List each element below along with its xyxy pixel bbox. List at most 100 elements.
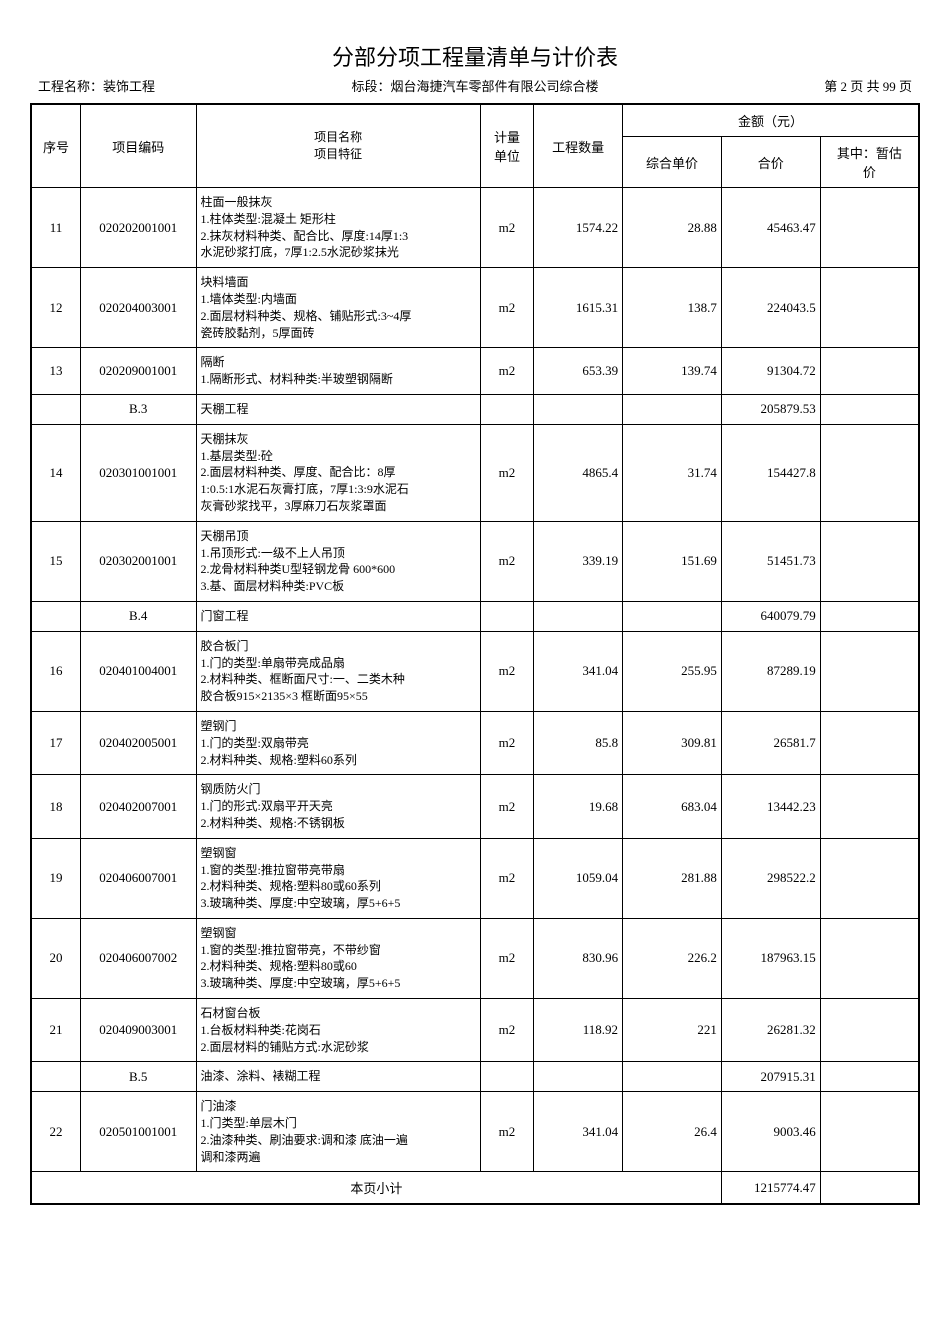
table-section-row: B.5油漆、涂料、裱糊工程 207915.31 (31, 1062, 919, 1092)
table-row: 18020402007001钢质防火门1.门的形式:双扇平开天亮2.材料种类、规… (31, 775, 919, 838)
cell-name: 胶合板门1.门的类型:单扇带亮成品扇2.材料种类、框断面尺寸:一、二类木种胶合板… (196, 631, 480, 711)
cell-qty: 85.8 (534, 711, 623, 774)
cell-code: 020301001001 (80, 424, 196, 521)
cell-unit (480, 601, 533, 631)
cell-unit (480, 394, 533, 424)
cell-name: 门窗工程 (196, 601, 480, 631)
cell-qty: 341.04 (534, 1092, 623, 1172)
cell-qty (534, 394, 623, 424)
table-row: 11020202001001柱面一般抹灰1.柱体类型:混凝土 矩形柱2.抹灰材料… (31, 188, 919, 268)
table-row: 15020302001001天棚吊顶1.吊顶形式:一级不上人吊顶2.龙骨材料种类… (31, 521, 919, 601)
cell-name: 塑钢窗1.窗的类型:推拉窗带亮带扇2.材料种类、规格:塑料80或60系列3.玻璃… (196, 838, 480, 918)
cell-unit (480, 1062, 533, 1092)
subtotal-est (820, 1172, 919, 1205)
cell-unit: m2 (480, 1092, 533, 1172)
cell-seq: 22 (31, 1092, 80, 1172)
cell-code: 020501001001 (80, 1092, 196, 1172)
cell-unit: m2 (480, 188, 533, 268)
cell-seq: 21 (31, 999, 80, 1062)
cell-name: 块料墙面1.墙体类型:内墙面2.面层材料种类、规格、铺贴形式:3~4厚瓷砖胶黏剂… (196, 268, 480, 348)
col-unit-header: 计量单位 (480, 104, 533, 188)
cell-seq (31, 1062, 80, 1092)
cell-name: 天棚抹灰1.基层类型:砼2.面层材料种类、厚度、配合比：8厚1:0.5:1水泥石… (196, 424, 480, 521)
cell-total: 13442.23 (721, 775, 820, 838)
cell-qty: 339.19 (534, 521, 623, 601)
cell-unit: m2 (480, 348, 533, 395)
col-amount-group-header: 金额（元） (623, 104, 919, 137)
table-row: 20020406007002塑钢窗1.窗的类型:推拉窗带亮，不带纱窗2.材料种类… (31, 918, 919, 998)
table-section-row: B.3天棚工程205879.53 (31, 394, 919, 424)
cell-unit: m2 (480, 775, 533, 838)
col-total-header: 合价 (721, 137, 820, 188)
cell-est (820, 1092, 919, 1172)
cell-code: 020409003001 (80, 999, 196, 1062)
cell-code: 020302001001 (80, 521, 196, 601)
cell-code: B.4 (80, 601, 196, 631)
cell-code: 020402005001 (80, 711, 196, 774)
cell-est (820, 394, 919, 424)
cell-est (820, 631, 919, 711)
cell-code: 020406007002 (80, 918, 196, 998)
cell-seq: 17 (31, 711, 80, 774)
table-row: 17020402005001塑钢门1.门的类型:双扇带亮2.材料种类、规格:塑料… (31, 711, 919, 774)
cell-est (820, 268, 919, 348)
cell-total: 51451.73 (721, 521, 820, 601)
table-row: 13020209001001隔断1.隔断形式、材料种类:半玻塑钢隔断m2653.… (31, 348, 919, 395)
cell-seq: 16 (31, 631, 80, 711)
cell-seq: 15 (31, 521, 80, 601)
cell-name: 门油漆1.门类型:单层木门2.油漆种类、刷油要求:调和漆 底油一遍调和漆两遍 (196, 1092, 480, 1172)
table-row: 22020501001001门油漆1.门类型:单层木门2.油漆种类、刷油要求:调… (31, 1092, 919, 1172)
cell-uprice (623, 601, 722, 631)
boq-table: 序号 项目编码 项目名称项目特征 计量单位 工程数量 金额（元） 综合单价 合价… (30, 103, 920, 1205)
table-header-row-1: 序号 项目编码 项目名称项目特征 计量单位 工程数量 金额（元） (31, 104, 919, 137)
cell-unit: m2 (480, 268, 533, 348)
cell-seq: 18 (31, 775, 80, 838)
cell-unit: m2 (480, 999, 533, 1062)
section-label: 标段： (351, 79, 390, 94)
cell-code: 020204003001 (80, 268, 196, 348)
cell-uprice: 226.2 (623, 918, 722, 998)
cell-uprice: 138.7 (623, 268, 722, 348)
cell-qty: 1615.31 (534, 268, 623, 348)
cell-total: 87289.19 (721, 631, 820, 711)
project-name-value: 装饰工程 (103, 79, 155, 94)
cell-est (820, 521, 919, 601)
cell-total: 154427.8 (721, 424, 820, 521)
cell-name: 油漆、涂料、裱糊工程 (196, 1062, 480, 1092)
cell-uprice: 221 (623, 999, 722, 1062)
cell-uprice: 683.04 (623, 775, 722, 838)
cell-total: 207915.31 (721, 1062, 820, 1092)
subtotal-total: 1215774.47 (721, 1172, 820, 1205)
cell-qty: 1059.04 (534, 838, 623, 918)
cell-total: 640079.79 (721, 601, 820, 631)
header-mid: 标段：烟台海捷汽车零部件有限公司综合楼 (288, 76, 663, 95)
cell-name: 天棚工程 (196, 394, 480, 424)
col-uprice-header: 综合单价 (623, 137, 722, 188)
page-indicator: 第 2 页 共 99 页 (662, 76, 912, 95)
cell-total: 224043.5 (721, 268, 820, 348)
cell-code: 020401004001 (80, 631, 196, 711)
cell-est (820, 918, 919, 998)
cell-total: 26281.32 (721, 999, 820, 1062)
header-left: 工程名称：装饰工程 (38, 76, 288, 95)
cell-code: B.3 (80, 394, 196, 424)
cell-qty: 19.68 (534, 775, 623, 838)
cell-qty (534, 1062, 623, 1092)
table-row: 12020204003001块料墙面1.墙体类型:内墙面2.面层材料种类、规格、… (31, 268, 919, 348)
col-qty-header: 工程数量 (534, 104, 623, 188)
subtotal-label: 本页小计 (31, 1172, 721, 1205)
cell-qty: 1574.22 (534, 188, 623, 268)
cell-code: 020402007001 (80, 775, 196, 838)
page-title: 分部分项工程量清单与计价表 (30, 40, 920, 72)
cell-qty (534, 601, 623, 631)
cell-code: 020202001001 (80, 188, 196, 268)
cell-code: 020406007001 (80, 838, 196, 918)
cell-code: B.5 (80, 1062, 196, 1092)
table-row: 21020409003001石材窗台板1.台板材料种类:花岗石2.面层材料的铺贴… (31, 999, 919, 1062)
cell-est (820, 188, 919, 268)
cell-total: 26581.7 (721, 711, 820, 774)
table-row: 19020406007001塑钢窗1.窗的类型:推拉窗带亮带扇2.材料种类、规格… (31, 838, 919, 918)
col-code-header: 项目编码 (80, 104, 196, 188)
cell-uprice: 281.88 (623, 838, 722, 918)
cell-name: 钢质防火门1.门的形式:双扇平开天亮2.材料种类、规格:不锈钢板 (196, 775, 480, 838)
